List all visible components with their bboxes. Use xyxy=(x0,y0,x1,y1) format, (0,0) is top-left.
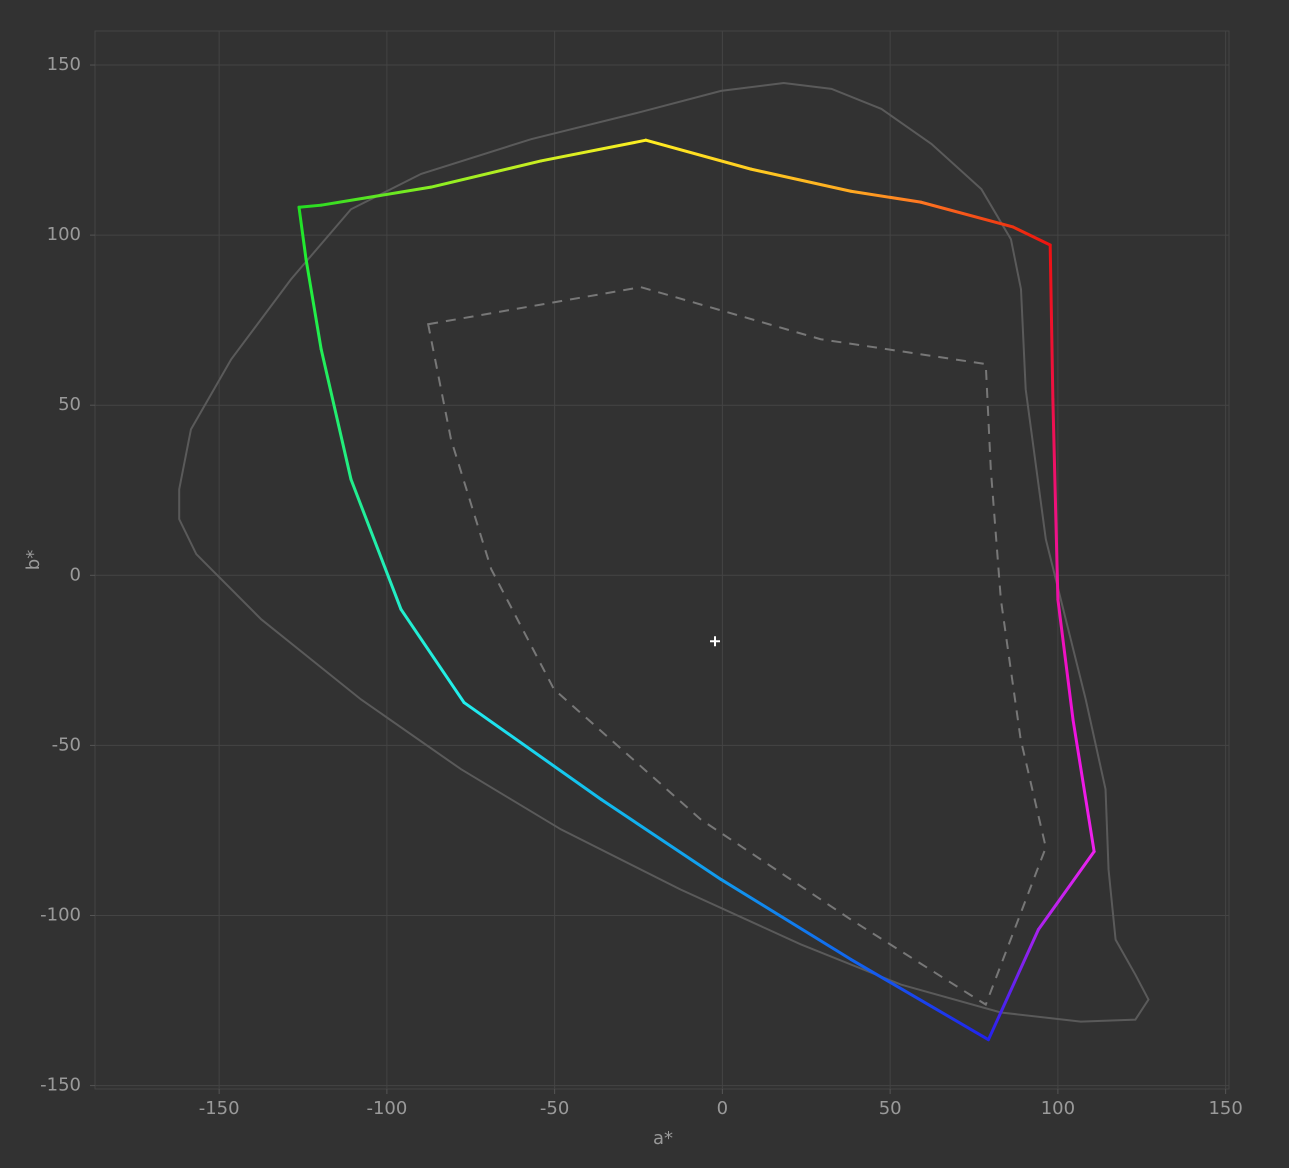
x-tick-label: -50 xyxy=(540,1098,569,1119)
gamut-edge xyxy=(1051,397,1060,601)
gamut-edge xyxy=(986,927,1040,1042)
gamut-edge xyxy=(539,138,648,163)
x-tick-label: -100 xyxy=(366,1098,407,1119)
gamut-edge xyxy=(849,189,923,204)
gamut-outline xyxy=(426,286,1047,1007)
x-axis-label: a* xyxy=(653,1128,673,1149)
x-tick-label: 50 xyxy=(879,1098,902,1119)
gamut-edge xyxy=(1071,718,1096,854)
gamut-edge xyxy=(719,877,853,961)
gamut-edge xyxy=(644,138,753,171)
gamut-edge xyxy=(599,798,723,881)
gamut-edge xyxy=(297,203,323,209)
y-tick-label: -50 xyxy=(52,734,81,755)
gamut-edge xyxy=(349,477,403,611)
white-point xyxy=(710,636,721,647)
y-tick-label: 50 xyxy=(58,394,81,415)
gamut-edge xyxy=(297,205,308,261)
gamut-outline xyxy=(178,82,1150,1023)
plot-frame xyxy=(94,30,1230,1090)
gamut-edge xyxy=(849,957,990,1042)
x-tick-label: 0 xyxy=(717,1098,728,1119)
gamut-edge xyxy=(1036,850,1096,931)
y-tick-label: -150 xyxy=(40,1075,81,1096)
gamut-edge xyxy=(319,347,353,481)
gamut-edge xyxy=(462,701,603,801)
y-tick-label: 150 xyxy=(47,54,81,75)
x-tick-label: 150 xyxy=(1208,1098,1242,1119)
gamut-edge xyxy=(1011,225,1052,247)
x-tick-label: -150 xyxy=(199,1098,240,1119)
y-tick-label: -100 xyxy=(40,905,81,926)
gamut-edge xyxy=(319,185,433,207)
y-axis-label: b* xyxy=(23,550,44,570)
y-tick-label: 0 xyxy=(70,564,81,585)
gamut-edge xyxy=(429,159,543,189)
x-tick-label: 100 xyxy=(1041,1098,1075,1119)
gamut-edge xyxy=(399,607,466,705)
gamut-edge xyxy=(749,167,853,193)
y-tick-label: 100 xyxy=(47,224,81,245)
gamut-edge xyxy=(1048,243,1055,401)
gamut-edge xyxy=(919,200,1015,229)
gamut-edge xyxy=(1056,597,1075,722)
gamut-edge xyxy=(304,257,323,351)
